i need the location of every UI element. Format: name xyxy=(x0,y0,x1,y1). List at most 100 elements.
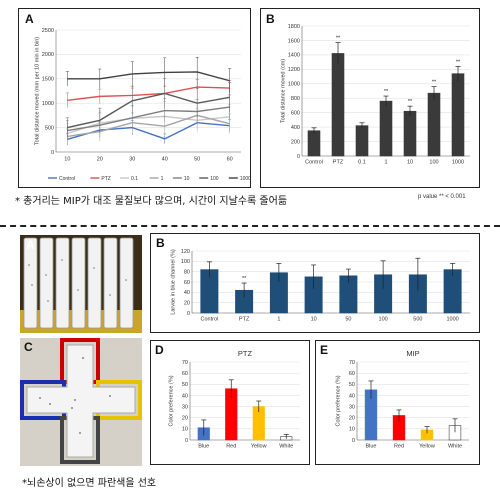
botD-ytick-label: 0 xyxy=(185,438,188,444)
botD-ytick-label: 50 xyxy=(182,382,188,388)
botE-ytick-label: 0 xyxy=(352,438,355,444)
pvalue-note: p value ** < 0.001 xyxy=(418,194,466,200)
ptz-color-preference-chart: 0 10 20 30 40 50 60 70 Color preference (%) Blue R… xyxy=(168,349,300,450)
topB-ytick-label: 600 xyxy=(291,111,300,117)
topA-legend-label: 1 xyxy=(161,176,164,182)
topB-bar xyxy=(403,110,417,157)
botD-y-axis-label: Color preference (%) xyxy=(168,375,174,426)
botD-ytick-label: 10 xyxy=(182,427,188,433)
topB-significance-mark: ** xyxy=(408,99,413,105)
topA-series-line xyxy=(67,114,230,138)
topA-legend-label: 0.1 xyxy=(131,176,138,182)
topB-xtick-label: 10 xyxy=(407,160,413,166)
topB-significance-mark: ** xyxy=(456,59,461,65)
bottom-panel-e-label: E xyxy=(320,343,329,357)
botB-ytick-label: 100 xyxy=(181,259,190,265)
topB-ytick-label: 0 xyxy=(297,154,300,160)
topB-xtick-label: PTZ xyxy=(333,160,344,166)
topB-xtick-label: 0.1 xyxy=(358,160,366,166)
bottom-panel-c-label: C xyxy=(24,340,33,354)
topB-bar xyxy=(427,92,441,157)
topB-ytick-label: 200 xyxy=(291,139,300,145)
botB-xtick-label: 500 xyxy=(413,317,422,323)
botE-title: MIP xyxy=(406,349,419,358)
botB-significance-mark: ** xyxy=(242,276,247,282)
botE-ytick-label: 10 xyxy=(349,427,355,433)
botB-y-axis-label: Larvae in blue channel (%) xyxy=(170,249,176,315)
topB-ytick-label: 800 xyxy=(291,96,300,102)
top-panel-a-label: A xyxy=(25,12,34,26)
top-bar-chart: 0 200 400 600 800 1000 1200 1400 1600 1800 Total d… xyxy=(280,24,470,166)
topA-series-line xyxy=(67,92,230,129)
botB-xtick-label: 10 xyxy=(311,317,317,323)
botD-xtick-label: Red xyxy=(226,444,236,450)
bottom-panel-a-label: A xyxy=(26,238,35,252)
topB-xtick-label: 1000 xyxy=(452,160,464,166)
channel-photo xyxy=(20,235,142,333)
topA-legend-label: Control xyxy=(59,176,75,182)
topB-significance-mark: ** xyxy=(384,89,389,95)
botE-xtick-label: Yellow xyxy=(419,444,435,450)
botD-ytick-label: 20 xyxy=(182,416,188,422)
bottom-panel-b-label: B xyxy=(156,236,165,250)
top-note: * 총거리는 MIP가 대조 물질보다 많으며, 시간이 지날수록 줄어듦 xyxy=(15,196,288,207)
topA-xtick-label: 10 xyxy=(64,157,70,163)
botE-ytick-label: 70 xyxy=(349,360,355,366)
botB-xtick-label: 100 xyxy=(379,317,388,323)
topB-bar xyxy=(307,130,321,157)
cross-maze-drawing xyxy=(20,338,142,466)
botE-xtick-label: Red xyxy=(394,444,404,450)
botE-ytick-label: 30 xyxy=(349,404,355,410)
bottom-panel-e-frame xyxy=(315,340,480,465)
botE-ytick-label: 50 xyxy=(349,382,355,388)
botD-xtick-label: Blue xyxy=(198,444,209,450)
topB-ytick-label: 1800 xyxy=(288,24,300,30)
botE-ytick-label: 60 xyxy=(349,371,355,377)
topA-series-line xyxy=(67,122,230,140)
botB-xtick-label: Control xyxy=(201,317,219,323)
topB-significance-mark: ** xyxy=(336,36,341,42)
topB-ytick-label: 1600 xyxy=(288,38,300,44)
section-divider xyxy=(0,225,500,227)
botE-xtick-label: White xyxy=(448,444,462,450)
topB-ytick-label: 1200 xyxy=(288,67,300,73)
topA-xtick-label: 40 xyxy=(162,157,168,163)
topA-ytick-label: 2500 xyxy=(42,28,54,34)
botB-xtick-label: 1 xyxy=(277,317,280,323)
blue-channel-bar-chart: 0 20 40 60 80 100 120 Larvae in blue channel (%… xyxy=(170,249,470,323)
topA-xtick-label: 60 xyxy=(227,157,233,163)
botB-bar xyxy=(443,269,462,314)
botD-ytick-label: 60 xyxy=(182,371,188,377)
topA-ytick-label: 500 xyxy=(45,125,54,131)
topB-ytick-label: 1000 xyxy=(288,82,300,88)
topA-xtick-label: 30 xyxy=(129,157,135,163)
botE-xtick-label: Blue xyxy=(365,444,376,450)
botB-xtick-label: PTZ xyxy=(239,317,250,323)
topB-xtick-label: Control xyxy=(305,160,323,166)
topB-bar xyxy=(379,100,393,157)
botB-ytick-label: 120 xyxy=(181,249,190,255)
top-panel-a-frame xyxy=(18,8,251,188)
botD-title: PTZ xyxy=(238,349,253,358)
botD-ytick-label: 70 xyxy=(182,360,188,366)
topA-legend-label: 1000 xyxy=(240,176,251,182)
channel-photo-drawing xyxy=(20,235,142,333)
topA-xtick-label: 50 xyxy=(194,157,200,163)
topB-y-axis-label: Total distance moved (cm) xyxy=(280,59,286,123)
topA-legend-label: 100 xyxy=(210,176,219,182)
topA-series-line xyxy=(67,71,230,82)
topB-bar xyxy=(355,125,369,157)
topB-xtick-label: 100 xyxy=(429,160,438,166)
topB-bar xyxy=(331,53,345,157)
mip-color-preference-chart: 0 10 20 30 40 50 60 70 Color preference (%) Blue R… xyxy=(335,349,469,450)
botD-xtick-label: Yellow xyxy=(251,444,267,450)
botB-ytick-label: 0 xyxy=(187,311,190,317)
topB-ytick-label: 1400 xyxy=(288,53,300,59)
botB-ytick-label: 60 xyxy=(184,280,190,286)
topA-legend-label: 10 xyxy=(184,176,190,182)
bottom-panel-d-label: D xyxy=(155,343,164,357)
topA-y-axis-label: Total distance moved (mm per 10 min in b… xyxy=(34,37,40,145)
topB-significance-mark: ** xyxy=(432,80,437,86)
topA-ytick-label: 2000 xyxy=(42,52,54,58)
topA-ytick-label: 1000 xyxy=(42,101,54,107)
